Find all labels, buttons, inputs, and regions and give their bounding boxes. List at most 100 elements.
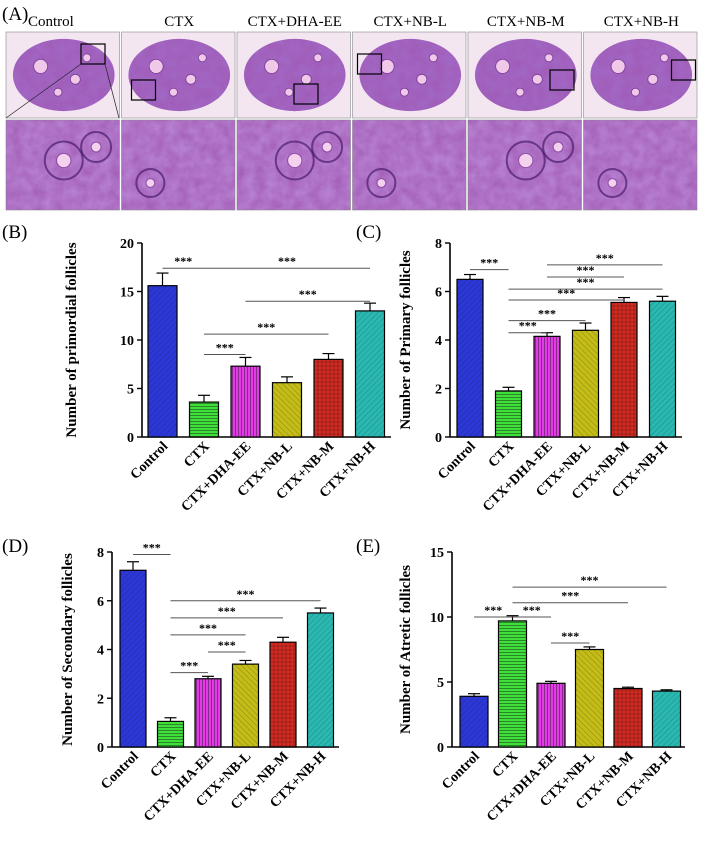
- bar-hatch: [270, 642, 296, 747]
- significance-label: ***: [174, 254, 192, 268]
- follicle: [284, 87, 294, 97]
- panel-a-label: (A): [2, 4, 28, 25]
- x-category-label: Control: [439, 749, 483, 793]
- oocyte: [607, 178, 618, 188]
- significance-label: ***: [577, 275, 595, 289]
- follicle-ring: [597, 168, 628, 198]
- y-tick-label: 10: [120, 334, 134, 349]
- follicle-ring: [366, 168, 397, 198]
- bar-hatch: [534, 336, 560, 437]
- y-tick-label: 0: [127, 431, 134, 446]
- follicle: [33, 59, 49, 74]
- bar-hatch: [272, 382, 302, 437]
- follicle: [647, 73, 659, 85]
- significance-label: ***: [577, 263, 595, 277]
- significance-label: ***: [218, 604, 236, 618]
- histology-column-label: CTX+NB-M: [487, 14, 565, 30]
- x-category-label: CTX: [486, 439, 518, 471]
- follicle: [313, 53, 323, 63]
- bar-hatch: [314, 359, 343, 437]
- histology-column-label: CTX+DHA-EE: [248, 14, 342, 30]
- significance-label: ***: [561, 629, 579, 643]
- bar-hatch: [232, 664, 259, 747]
- zoom-line: [104, 63, 120, 119]
- x-category-label: CTX: [181, 439, 213, 471]
- y-tick-label: 5: [437, 676, 444, 691]
- follicle: [264, 59, 280, 74]
- bar-hatch: [457, 279, 483, 437]
- x-category-label: CTX+DHA-EE: [480, 439, 556, 515]
- chart-atretic-follicles: (E) 0 5 10 15 Number of Atretic follicles Cont…: [356, 536, 685, 825]
- y-axis-title: Number of Primary follicles: [398, 250, 414, 429]
- follicle: [197, 53, 207, 63]
- follicle-ring: [542, 131, 575, 163]
- y-tick-label: 5: [127, 383, 134, 398]
- y-tick-label: 10: [430, 611, 444, 626]
- follicle: [515, 87, 525, 97]
- significance-label: ***: [257, 320, 275, 334]
- chart-primordial-follicles: (B) 0 5 10 15 20 Number of primordial follicle…: [2, 222, 391, 515]
- panel-label: (D): [2, 536, 28, 557]
- y-tick-label: 0: [97, 741, 104, 756]
- y-tick-label: 8: [435, 237, 442, 252]
- bar-hatch: [157, 721, 184, 747]
- y-tick-label: 4: [435, 334, 442, 349]
- significance-label: ***: [143, 540, 161, 554]
- y-axis-title: Number of Secondary follicles: [60, 553, 76, 746]
- bar-hatch: [120, 570, 146, 747]
- histology-column-label: CTX: [164, 14, 194, 30]
- oocyte: [552, 141, 564, 153]
- follicle: [69, 73, 81, 85]
- zoom-box: [293, 83, 319, 105]
- zoom-box: [80, 43, 106, 65]
- significance-label: ***: [557, 286, 575, 300]
- tissue-texture: [583, 120, 697, 210]
- y-axis-title: Number of primordial follicles: [64, 242, 80, 437]
- y-tick-label: 2: [435, 383, 442, 398]
- bar-hatch: [575, 649, 604, 747]
- significance-label: ***: [484, 603, 502, 617]
- follicle: [185, 73, 197, 85]
- follicle: [400, 87, 409, 97]
- zoom-box: [130, 79, 157, 101]
- bar-hatch: [307, 612, 334, 747]
- follicle-ring: [274, 140, 315, 181]
- oocyte: [56, 152, 72, 169]
- chart-secondary-follicles: (D) 0 2 4 6 8 Number of Secondary follicles Con…: [2, 536, 339, 825]
- bar-hatch: [148, 285, 177, 437]
- y-tick-label: 0: [435, 431, 442, 446]
- follicle: [495, 59, 511, 74]
- oocyte: [321, 141, 333, 153]
- oocyte: [287, 152, 303, 169]
- bar-hatch: [572, 330, 599, 437]
- follicle-ring: [80, 131, 113, 163]
- bar-hatch: [495, 390, 522, 437]
- y-tick-label: 15: [430, 546, 444, 561]
- y-tick-label: 6: [97, 595, 104, 610]
- follicle: [631, 87, 640, 97]
- bar-hatch: [614, 688, 642, 747]
- significance-label: ***: [278, 254, 296, 268]
- follicle: [416, 73, 428, 85]
- follicle: [300, 73, 312, 85]
- panel-label: (B): [2, 222, 27, 243]
- significance-label: ***: [216, 341, 234, 355]
- x-category-label: Control: [98, 749, 142, 793]
- bar-hatch: [189, 402, 219, 437]
- panel-label: (E): [356, 536, 380, 557]
- panel-label: (C): [356, 222, 381, 243]
- follicle: [610, 59, 626, 74]
- follicle: [379, 59, 395, 74]
- bar-hatch: [537, 683, 565, 747]
- significance-label: ***: [180, 659, 198, 673]
- histology-column-label: CTX+NB-L: [374, 14, 447, 30]
- bar-hatch: [231, 366, 260, 437]
- zoom-box: [356, 53, 383, 75]
- x-category-label: Control: [128, 439, 172, 483]
- histology-column-label: CTX+NB-H: [604, 14, 679, 30]
- significance-label: ***: [523, 603, 541, 617]
- follicle: [148, 59, 164, 74]
- follicle: [82, 53, 92, 63]
- significance-label: ***: [299, 287, 317, 301]
